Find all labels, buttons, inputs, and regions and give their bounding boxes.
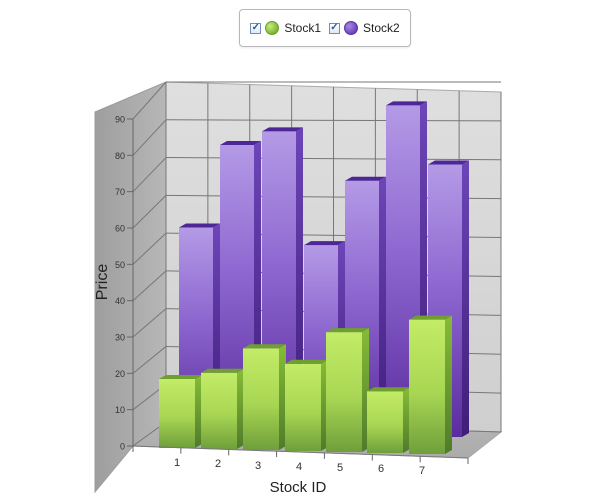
y-tick-label: 80 (115, 151, 125, 161)
chart-axes: 0 10 20 30 40 50 60 70 80 90 1 2 3 4 5 6 7 (115, 115, 469, 477)
chart-bars (159, 101, 469, 454)
stock1-color-icon (265, 21, 280, 35)
stock1-bar-1-side (195, 375, 202, 448)
y-tick-label: 30 (115, 333, 125, 343)
x-tick-label: 3 (255, 460, 261, 472)
stock1-bar-4[interactable] (285, 359, 328, 451)
side-wall-gridline (132, 157, 167, 193)
x-tick-label: 7 (419, 465, 425, 477)
stock1-bar-7[interactable] (409, 315, 452, 454)
stock1-bar-5-top (326, 328, 369, 333)
x-tick-label: 6 (378, 463, 384, 475)
x-axis-label: Stock ID (270, 479, 327, 496)
x-tick-label: 4 (296, 461, 302, 473)
y-tick-label: 20 (115, 369, 125, 379)
stock1-bar-4-top (285, 359, 328, 364)
stock1-checkbox[interactable]: ✓ (250, 22, 262, 34)
y-tick-label: 0 (120, 442, 125, 452)
stock2-bar-5-side (379, 176, 386, 435)
stock2-color-icon (344, 21, 358, 35)
x-axis-line (132, 445, 469, 459)
stock2-bar-3-top (262, 127, 303, 132)
side-wall-gridline (132, 81, 167, 120)
side-wall-gridline (132, 346, 167, 374)
stock1-bar-5-front (326, 332, 362, 452)
y-tick-label: 60 (115, 224, 125, 234)
stock1-bar-2-front (201, 372, 237, 449)
stock1-bar-1[interactable] (159, 375, 202, 448)
y-tick-label: 70 (115, 187, 125, 197)
stock1-bar-6-front (367, 391, 403, 453)
side-wall-gridline (132, 270, 167, 302)
stock2-bar-2-top (220, 141, 261, 145)
stock2-bar-6[interactable] (386, 101, 427, 437)
y-axis-label: Price (94, 264, 111, 301)
stock1-bar-2-side (237, 368, 244, 449)
y-tick-label: 50 (115, 260, 125, 270)
side-wall-gridline (132, 119, 167, 156)
chart-legend: ✓ Stock1 ✓ Stock2 (239, 9, 411, 47)
stock1-bar-3-top (243, 344, 286, 349)
stock2-bar-3-side (296, 127, 303, 434)
side-wall-gridline (132, 194, 167, 229)
stock2-checkbox[interactable]: ✓ (329, 22, 340, 34)
stock1-bar-6[interactable] (367, 387, 410, 453)
stock1-bar-4-front (285, 363, 321, 451)
y-tick-label: 90 (115, 115, 125, 125)
stock2-bar-5-top (345, 176, 386, 181)
x-tick-label: 1 (174, 457, 180, 469)
stock2-bar-6-top (386, 101, 427, 106)
stock1-bar-3-front (243, 348, 279, 450)
stock1-bar-3-side (279, 344, 286, 450)
stock1-bar-2[interactable] (201, 368, 244, 449)
stock2-bar-7-top (428, 160, 469, 165)
legend-item-stock1[interactable]: ✓ Stock1 (250, 21, 321, 35)
stock1-bar-3[interactable] (243, 344, 286, 450)
stock1-bar-6-side (403, 387, 410, 453)
stock1-bar-7-front (409, 319, 445, 454)
stock1-bar-7-side (445, 315, 452, 454)
legend-label-stock1: Stock1 (284, 21, 321, 35)
stock2-bar-4-top (304, 241, 345, 246)
y-tick-label: 40 (115, 296, 125, 306)
legend-item-stock2[interactable]: ✓ Stock2 (329, 21, 400, 35)
stock1-bar-1-top (159, 375, 202, 379)
legend-label-stock2: Stock2 (363, 21, 400, 35)
stock2-bar-7-side (462, 160, 469, 437)
side-wall-gridline (132, 308, 167, 338)
side-wall-gridline (132, 232, 167, 265)
stock1-bar-7-top (409, 315, 452, 320)
stock1-bar-6-top (367, 387, 410, 392)
stock1-bar-5[interactable] (326, 328, 369, 452)
x-tick-label: 2 (215, 458, 221, 470)
stock1-bar-2-top (201, 368, 244, 373)
stock1-bar-1-front (159, 378, 195, 448)
x-tick-label: 5 (337, 462, 343, 474)
y-tick-label: 10 (115, 405, 125, 415)
stock2-bar-1-top (179, 223, 220, 228)
